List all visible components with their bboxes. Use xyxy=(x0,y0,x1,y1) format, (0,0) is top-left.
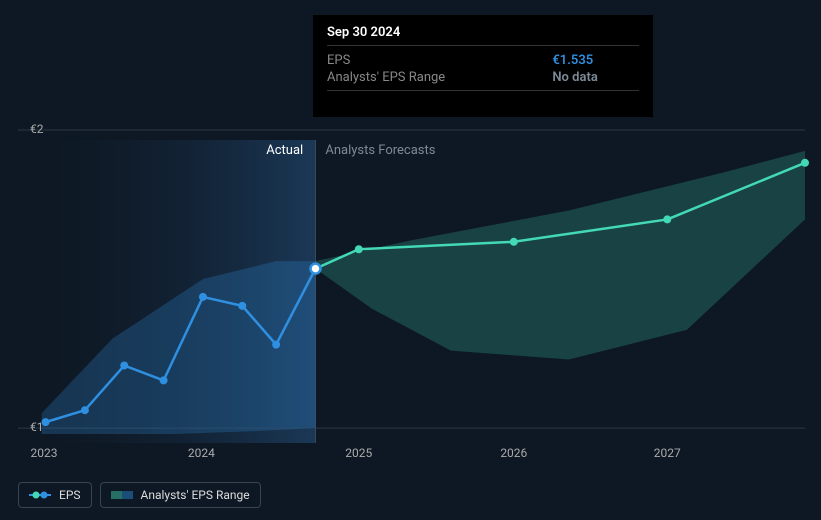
svg-text:Analysts Forecasts: Analysts Forecasts xyxy=(325,143,435,158)
svg-text:2025: 2025 xyxy=(345,446,372,460)
tooltip: Sep 30 2024 EPS €1.535 Analysts' EPS Ran… xyxy=(313,15,653,117)
legend-label: Analysts' EPS Range xyxy=(141,488,250,502)
svg-text:Actual: Actual xyxy=(266,143,303,158)
tooltip-divider xyxy=(327,45,639,46)
legend-swatch-range xyxy=(111,490,133,500)
svg-text:2027: 2027 xyxy=(654,446,681,460)
svg-text:€2: €2 xyxy=(30,122,44,136)
legend: EPS Analysts' EPS Range xyxy=(18,482,261,508)
legend-item-range[interactable]: Analysts' EPS Range xyxy=(100,482,261,508)
legend-label: EPS xyxy=(59,488,81,502)
tooltip-row-value: €1.535 xyxy=(552,52,639,69)
tooltip-divider xyxy=(327,90,639,91)
svg-text:€1: €1 xyxy=(30,420,44,434)
tooltip-row-label: EPS xyxy=(327,52,552,69)
chart-stage: €2 €1 Actual Analysts Forecasts 2023 2024 2025… xyxy=(0,0,821,520)
svg-text:2024: 2024 xyxy=(188,446,215,460)
tooltip-row-value: No data xyxy=(552,69,639,86)
svg-text:2026: 2026 xyxy=(500,446,527,460)
legend-swatch-eps xyxy=(29,490,51,500)
svg-text:2023: 2023 xyxy=(30,446,57,460)
legend-item-eps[interactable]: EPS xyxy=(18,482,92,508)
tooltip-rows: EPS €1.535 Analysts' EPS Range No data xyxy=(327,52,639,86)
tooltip-date: Sep 30 2024 xyxy=(327,25,639,40)
tooltip-row-label: Analysts' EPS Range xyxy=(327,69,552,86)
